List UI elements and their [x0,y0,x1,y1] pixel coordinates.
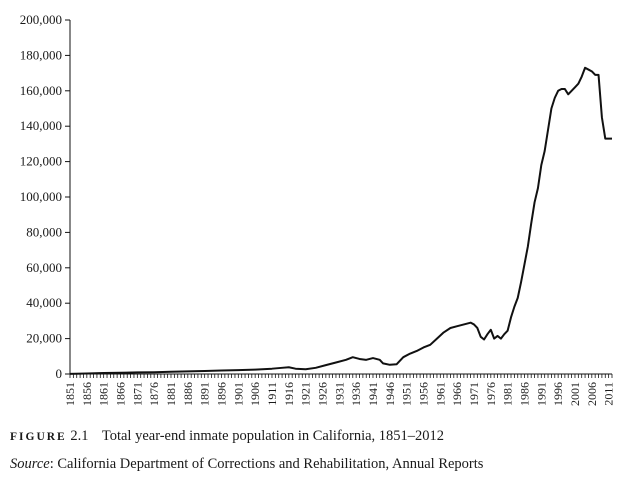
x-tick-label: 1951 [400,382,414,406]
x-tick-label: 1996 [551,382,565,406]
y-tick-label: 60,000 [26,260,62,275]
y-tick-label: 120,000 [20,154,62,169]
x-tick-label: 1986 [517,382,531,406]
x-tick-label: 1891 [198,382,212,406]
x-tick-label: 1906 [248,382,262,406]
x-tick-label: 1936 [349,382,363,406]
x-tick-label: 1851 [63,382,77,406]
x-tick-label: 1881 [164,382,178,406]
x-tick-label: 1981 [501,382,515,406]
x-tick-label: 1956 [416,382,430,406]
x-tick-label: 1961 [433,382,447,406]
y-tick-label: 100,000 [20,189,62,204]
x-tick-label: 1941 [366,382,380,406]
y-tick-label: 160,000 [20,83,62,98]
x-axis: 1851 1856 1861 1866 1871 1876 1881 1886 1891 1896… [63,373,616,406]
figure-source: Source: California Department of Correct… [10,456,483,473]
x-tick-label: 1921 [299,382,313,406]
x-tick-label: 1911 [265,382,279,406]
x-tick-label: 1856 [80,382,94,406]
y-tick-label: 40,000 [26,295,62,310]
x-tick-label: 1976 [484,382,498,406]
y-tick-label: 20,000 [26,331,62,346]
x-tick-label: 1871 [130,382,144,406]
figure-label: FIGURE [10,431,67,443]
figure-caption-text: Total year-end inmate population in Cali… [101,428,445,444]
x-tick-label: 1866 [113,382,127,406]
x-tick-label: 2011 [602,382,616,406]
x-tick-label: 1876 [147,382,161,406]
y-tick-label: 180,000 [20,47,62,62]
x-tick-label: 2001 [568,382,582,406]
x-tick-label: 1966 [450,382,464,406]
source-text: : California Department of Corrections a… [49,456,484,472]
series-line-inmate-population [69,66,612,375]
x-tick-label: 1931 [332,382,346,406]
y-tick-label: 200,000 [20,12,62,27]
y-tick-label: 0 [56,366,63,381]
line-chart: 0 20,000 40,000 60,000 80,000 100,000 120,000 1… [20,12,616,406]
figure-caption: FIGURE 2.1 Total year-end inmate populat… [10,428,444,445]
x-tick-label: 1861 [97,382,111,406]
x-tick-label: 1916 [282,382,296,406]
x-tick-label: 1901 [231,382,245,406]
x-tick-label: 1946 [383,382,397,406]
y-axis: 0 20,000 40,000 60,000 80,000 100,000 120,000 1… [20,12,71,381]
x-tick-label: 1971 [467,382,481,406]
source-label: Source [10,456,50,472]
y-tick-label: 140,000 [20,118,62,133]
x-tick-label: 1991 [534,382,548,406]
x-tick-label: 2006 [585,382,599,406]
figure-number: 2.1 [70,428,89,444]
x-tick-label: 1926 [315,382,329,406]
x-tick-label: 1886 [181,382,195,406]
y-tick-label: 80,000 [26,224,62,239]
x-tick-label: 1896 [214,382,228,406]
